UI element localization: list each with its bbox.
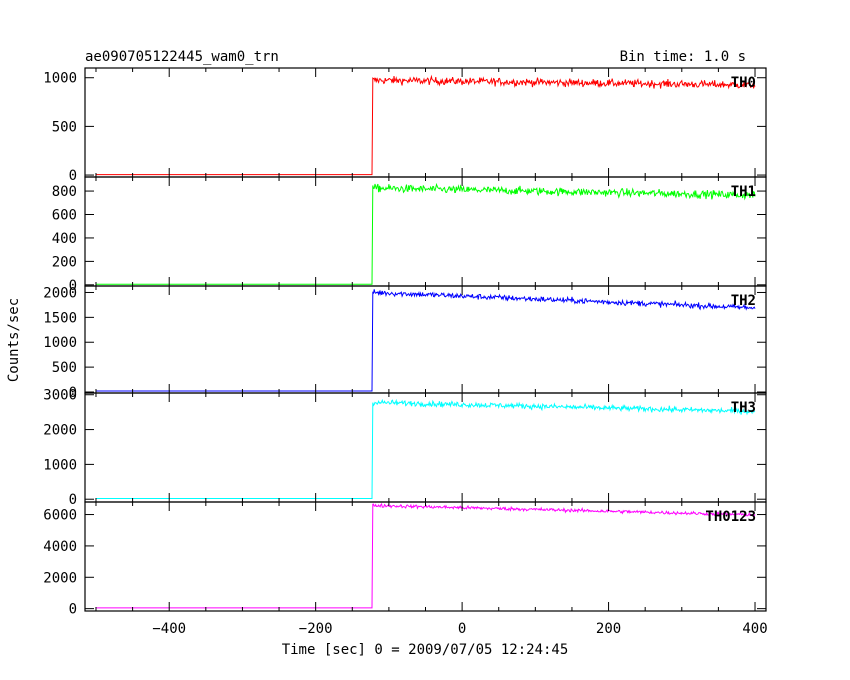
- bin-time-label: Bin time: 1.0 s: [620, 49, 746, 65]
- series-line-th0: [96, 74, 756, 176]
- panel-frame-th2: [84, 285, 767, 394]
- series-line-th2: [96, 289, 756, 392]
- y-tick-label: 2000: [43, 285, 77, 301]
- y-tick-label: 1500: [43, 310, 77, 326]
- y-tick-label: 200: [52, 254, 77, 270]
- y-tick-label: 4000: [43, 539, 77, 555]
- y-tick-label: 6000: [43, 508, 77, 524]
- y-tick-label: 600: [52, 208, 77, 224]
- y-tick-label: 0: [69, 385, 77, 401]
- series-label-th1: TH1: [731, 184, 756, 200]
- y-tick-label: 1000: [43, 335, 77, 351]
- x-tick-label: 200: [596, 621, 621, 637]
- y-tick-label: 0: [69, 602, 77, 618]
- y-tick-label: 3000: [43, 388, 77, 404]
- chart-title: ae090705122445_wam0_trn: [85, 49, 279, 65]
- y-tick-label: 1000: [43, 457, 77, 473]
- y-tick-label: 0: [69, 492, 77, 508]
- y-tick-label: 800: [52, 184, 77, 200]
- y-tick-label: 1000: [43, 71, 77, 87]
- y-tick-label: 2000: [43, 423, 77, 439]
- y-tick-label: 500: [52, 119, 77, 135]
- x-tick-label: −400: [152, 621, 186, 637]
- series-label-th0: TH0: [731, 75, 756, 91]
- y-axis-label: Counts/sec: [6, 298, 22, 382]
- y-tick-label: 0: [69, 168, 77, 184]
- x-axis-label: Time [sec] 0 = 2009/07/05 12:24:45: [282, 642, 569, 658]
- series-label-th3: TH3: [731, 400, 756, 416]
- x-tick-label: 0: [458, 621, 466, 637]
- series-label-th0123: TH0123: [705, 509, 756, 525]
- y-tick-label: 0: [69, 278, 77, 294]
- series-line-th0123: [96, 502, 756, 609]
- y-tick-label: 400: [52, 231, 77, 247]
- panel-frame-th0123: [84, 501, 767, 612]
- series-line-th3: [96, 398, 756, 499]
- panels-group: 0 500 1000 TH0 0 200 400 600 800 TH1 0 500 1000 1500 2…: [43, 67, 768, 637]
- x-tick-label: −200: [299, 621, 333, 637]
- x-tick-label: 400: [742, 621, 767, 637]
- y-tick-label: 2000: [43, 570, 77, 586]
- series-label-th2: TH2: [731, 293, 756, 309]
- y-tick-label: 500: [52, 360, 77, 376]
- series-line-th1: [96, 182, 756, 285]
